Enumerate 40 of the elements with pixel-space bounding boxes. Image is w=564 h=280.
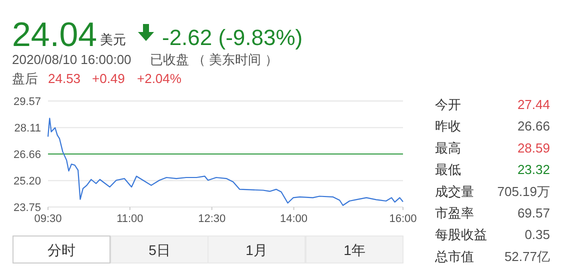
text: 705.19万 bbox=[497, 184, 550, 199]
x-tick-label: 16:00 bbox=[389, 213, 417, 225]
y-tick-label: 29.57 bbox=[13, 96, 41, 108]
text: 1月 bbox=[246, 242, 268, 258]
text: 0.35 bbox=[524, 227, 550, 242]
x-tick-label: 11:00 bbox=[116, 213, 144, 225]
text: 已收盘 （ 美东时间 ） bbox=[150, 52, 278, 67]
x-tick-label: 12:30 bbox=[198, 213, 226, 225]
text: 5日 bbox=[148, 242, 170, 258]
y-tick-label: 25.20 bbox=[13, 176, 41, 188]
text: 每股收益 bbox=[435, 227, 487, 242]
text: 26.66 bbox=[517, 118, 550, 134]
y-tick-label: 23.75 bbox=[13, 202, 41, 214]
text: 2020/08/10 16:00:00 bbox=[12, 52, 132, 67]
text: 成交量 bbox=[435, 184, 474, 199]
text: 28.59 bbox=[517, 140, 550, 156]
text: -2.62 (-9.83%) bbox=[162, 25, 303, 50]
text: 23.32 bbox=[517, 162, 550, 178]
text: 美元 bbox=[100, 32, 126, 47]
x-tick-label: 09:30 bbox=[34, 213, 62, 225]
text: 盘后 bbox=[12, 71, 38, 86]
text: 24.53 bbox=[48, 71, 81, 86]
text: 27.44 bbox=[517, 97, 550, 112]
text: 52.77亿 bbox=[504, 248, 550, 264]
text: 69.57 bbox=[517, 206, 550, 220]
y-tick-label: 28.11 bbox=[14, 122, 41, 135]
line-series bbox=[47, 118, 404, 206]
text: 市盈率 bbox=[435, 206, 474, 220]
text: 总市值 bbox=[434, 248, 474, 264]
text: 最低 bbox=[435, 162, 461, 178]
x-tick-label: 14:00 bbox=[280, 213, 308, 225]
chart-title: 24.04 bbox=[12, 16, 98, 54]
text: 今开 bbox=[435, 97, 461, 112]
text: 最高 bbox=[435, 140, 461, 156]
text: 1年 bbox=[344, 242, 366, 258]
y-tick-label: 26.66 bbox=[13, 149, 41, 161]
text: +0.49 bbox=[92, 71, 125, 86]
text: +2.04% bbox=[137, 71, 182, 86]
text: 昨收 bbox=[435, 118, 461, 134]
text: 分时 bbox=[48, 242, 76, 258]
